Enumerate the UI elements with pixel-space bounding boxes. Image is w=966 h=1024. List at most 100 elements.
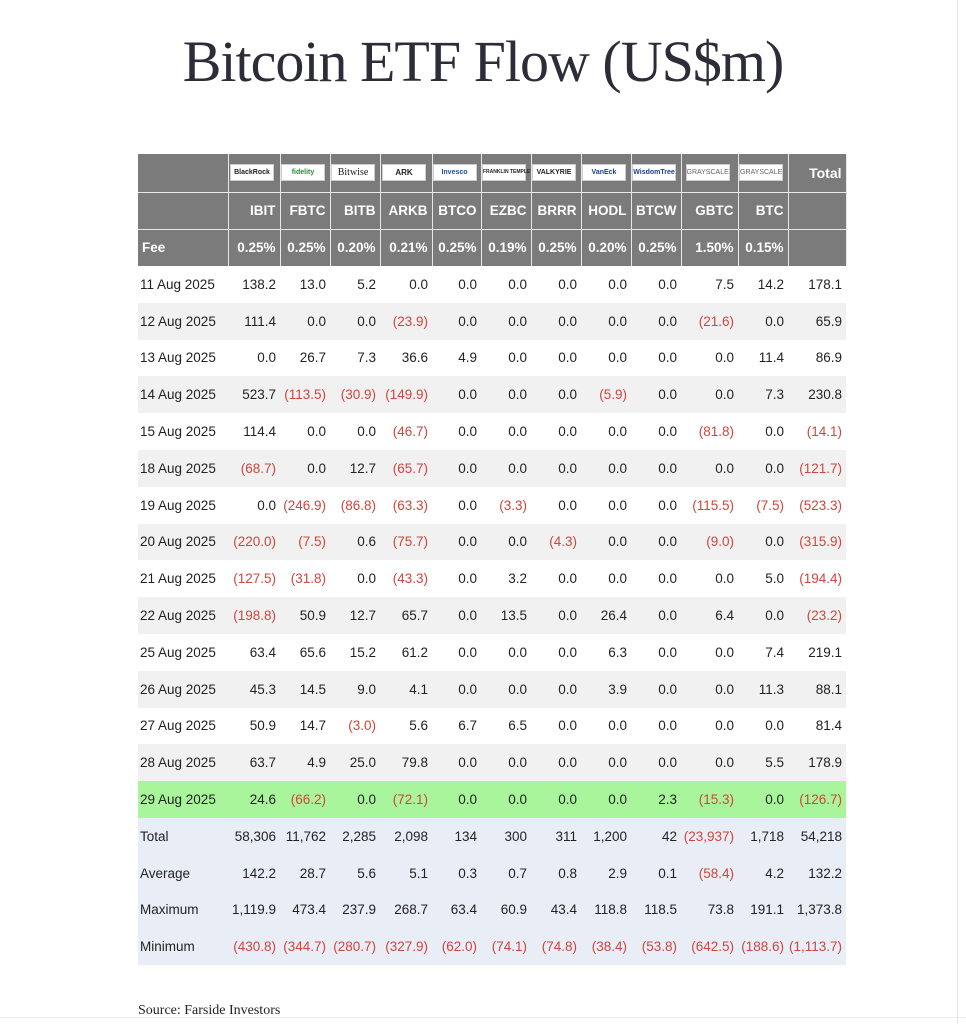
table-row: 11 Aug 2025 138.2 13.0 5.2 0.0 0.0 0.0 0.0 0.0 0.… [138, 266, 846, 303]
summary-cell: 300 [481, 817, 531, 855]
flow-cell: (21.6) [681, 302, 738, 340]
flow-cell: 0.0 [608, 276, 627, 292]
flow-cell: 0.0 [631, 670, 681, 708]
flow-rows: 11 Aug 2025 138.2 13.0 5.2 0.0 0.0 0.0 0.0 0.0 0.… [138, 266, 846, 966]
summary-cell: (327.9) [380, 928, 432, 966]
summary-label: Minimum [138, 928, 228, 966]
flow-cell: 0.0 [658, 350, 677, 366]
fee-cell: 0.20% [330, 229, 381, 266]
fee-cell: 1.50% [681, 229, 739, 266]
fee-cell: 0.25% [531, 229, 582, 266]
summary-cell: (74.1) [481, 928, 531, 966]
summary-cell: 0.8 [531, 854, 581, 892]
flow-cell: 5.6 [409, 718, 428, 734]
flow-cell: 0.0 [658, 718, 677, 734]
fee-cell: 0.25% [432, 229, 482, 266]
flow-cell: (4.3) [531, 523, 581, 561]
flow-cell: 0.0 [432, 670, 481, 708]
flow-cell: 0.0 [257, 350, 276, 366]
flow-cell: 0.0 [458, 497, 477, 513]
flow-cell: 0.0 [508, 276, 527, 292]
flow-cell: 0.0 [765, 718, 784, 734]
flow-cell: 0.0 [280, 449, 330, 487]
flow-cell: 0.0 [715, 571, 734, 587]
fee-label: Fee [138, 229, 229, 266]
flow-cell: 0.0 [715, 644, 734, 660]
valkyrie-logo: VALKYRIE [532, 164, 576, 182]
summary-cell: (58.4) [681, 854, 738, 892]
flow-cell: (5.9) [581, 376, 631, 414]
flow-cell: 0.0 [280, 302, 330, 340]
flow-cell: 0.0 [738, 781, 788, 818]
summary-cell: 191.1 [738, 891, 788, 929]
summary-cell: 58,306 [228, 817, 280, 855]
table-row: 18 Aug 2025 (68.7) 0.0 12.7 (65.7) 0.0 0.0 0.0 0… [138, 449, 846, 487]
row-total-cell: (23.2) [788, 597, 846, 634]
flow-cell: 0.0 [531, 781, 581, 818]
page-bottom-rule [0, 1017, 966, 1018]
summary-label: Total [138, 817, 228, 855]
summary-cell: (280.7) [330, 928, 380, 966]
flow-cell: (72.1) [380, 781, 432, 818]
flow-cell: 4.1 [380, 670, 432, 708]
flow-cell: 0.0 [608, 497, 627, 513]
fee-row: Fee 0.25% 0.25% 0.20% 0.21% 0.25% 0.19% 0.25% 0… [138, 229, 847, 266]
summary-cell: 0.7 [481, 854, 531, 892]
flow-cell: 4.9 [458, 350, 477, 366]
flow-cell: 5.2 [357, 276, 376, 292]
summary-cell: (188.6) [738, 928, 788, 966]
flow-cell: 0.0 [631, 449, 681, 487]
flow-cell: 0.0 [608, 424, 627, 440]
summary-cell: 0.1 [631, 854, 681, 892]
ticker-header: ARKB [380, 192, 433, 229]
flow-cell: 523.7 [228, 376, 280, 414]
summary-cell: 28.7 [280, 854, 330, 892]
flow-cell: 0.0 [558, 571, 577, 587]
flow-cell: (7.5) [280, 523, 330, 561]
corner-cell [138, 154, 229, 192]
flow-cell: 7.3 [738, 376, 788, 414]
flow-cell: 0.0 [631, 744, 681, 782]
fee-cell: 0.25% [631, 229, 682, 266]
flow-cell: 0.0 [432, 744, 481, 782]
ticker-row: IBIT FBTC BITB ARKB BTCO EZBC BRRR HODL BTCW GBTC… [138, 192, 847, 229]
flow-cell: 0.0 [458, 424, 477, 440]
flow-cell: 0.0 [531, 670, 581, 708]
summary-cell: 2,285 [330, 817, 380, 855]
flow-cell: 0.0 [738, 597, 788, 634]
row-total-cell: (315.9) [788, 523, 846, 561]
fee-cell: 0.21% [380, 229, 433, 266]
summary-cell: (23,937) [681, 817, 738, 855]
flow-cell: 14.2 [757, 276, 784, 292]
flow-cell: 4.9 [280, 744, 330, 782]
flow-cell: 0.0 [432, 597, 481, 634]
row-date: 26 Aug 2025 [138, 670, 228, 708]
flow-cell: (220.0) [228, 523, 280, 561]
flow-cell: (7.5) [756, 497, 784, 513]
summary-cell: 5.6 [330, 854, 380, 892]
flow-cell: 0.0 [432, 302, 481, 340]
summary-cell: (642.5) [681, 928, 738, 966]
flow-cell: 0.0 [558, 644, 577, 660]
total-column-header: Total [788, 154, 847, 192]
flow-cell: 13.0 [299, 276, 326, 292]
flow-cell: 50.9 [249, 718, 276, 734]
ticker-total-blank [788, 192, 847, 229]
row-date: 27 Aug 2025 [140, 718, 216, 734]
summary-cell: 5.1 [380, 854, 432, 892]
flow-cell: (63.3) [392, 497, 428, 513]
flow-cell: (46.7) [392, 424, 428, 440]
summary-cell: 63.4 [432, 891, 481, 929]
flow-cell: 7.4 [765, 644, 784, 660]
flow-cell: (43.3) [392, 571, 428, 587]
flow-cell: 11.4 [758, 350, 784, 366]
flow-cell: 0.0 [531, 302, 581, 340]
flow-cell: 0.0 [558, 350, 577, 366]
row-date: 21 Aug 2025 [140, 571, 216, 587]
flow-cell: 6.5 [508, 718, 527, 734]
flow-cell: 36.6 [401, 350, 428, 366]
flow-cell: 0.0 [658, 571, 677, 587]
flow-cell: 0.0 [409, 276, 428, 292]
fidelity-logo: fidelity [281, 164, 325, 182]
table-row: 26 Aug 2025 45.3 14.5 9.0 4.1 0.0 0.0 0.0 3.9 0.0… [138, 670, 846, 708]
